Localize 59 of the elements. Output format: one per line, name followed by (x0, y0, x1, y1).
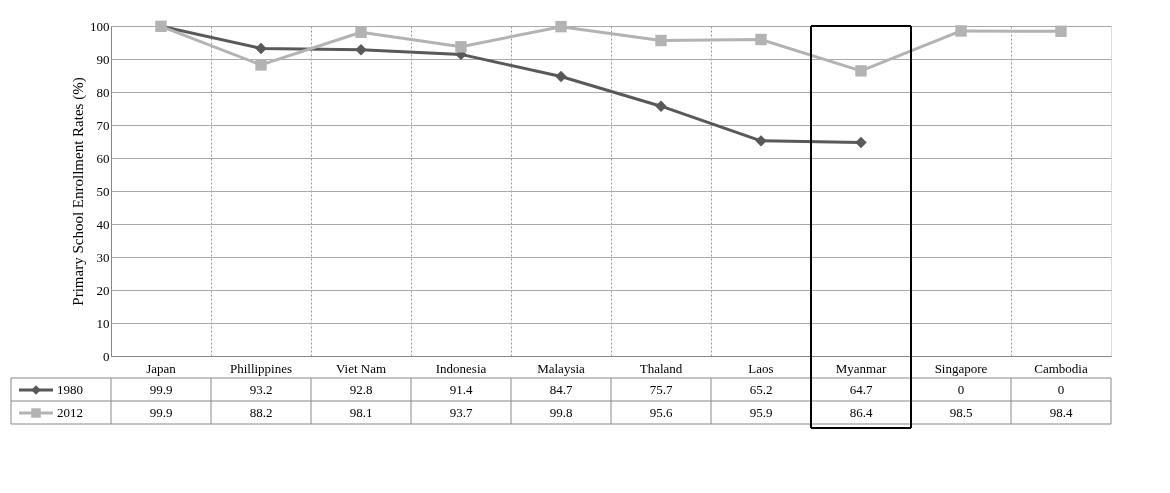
x-tick-label: Thaland (639, 360, 683, 376)
y-tick-label: 30 (96, 249, 110, 265)
data-label: 93.7 (449, 405, 473, 420)
point (755, 33, 767, 46)
data-label: 93.2 (249, 382, 273, 397)
point (855, 65, 867, 77)
point (455, 41, 467, 53)
data-label: 98.1 (349, 405, 373, 420)
x-tick-label: Myanmar (835, 360, 887, 376)
x-tick-label: Japan (146, 360, 177, 376)
point (255, 59, 267, 71)
data-label: 75.7 (649, 382, 673, 397)
y-tick-label: 50 (96, 183, 110, 199)
y-tick-label: 40 (96, 216, 110, 232)
data-label: 95.9 (749, 405, 773, 420)
legend-label: 1980 (57, 382, 83, 397)
data-label: 65.2 (749, 382, 773, 397)
data-label: 86.4 (849, 405, 873, 420)
x-tick-label: Laos (748, 360, 774, 376)
y-tick-label: 20 (96, 282, 110, 298)
point (355, 44, 367, 56)
point (555, 70, 567, 83)
data-label: 98.5 (949, 405, 973, 420)
y-tick-label: 100 (90, 18, 110, 34)
data-label: 98.4 (1049, 405, 1073, 420)
point (255, 42, 267, 55)
y-tick-label: 70 (96, 117, 110, 133)
point (755, 135, 767, 147)
point (655, 34, 667, 47)
data-label: 91.4 (449, 382, 473, 397)
x-tick-label: Malaysia (537, 360, 586, 376)
y-tick-label: 0 (103, 348, 110, 364)
data-label: 88.2 (249, 405, 273, 420)
data-label: 99.9 (149, 405, 173, 420)
y-tick-label: 80 (96, 84, 110, 100)
point (1055, 25, 1067, 37)
y-tick-label: 60 (96, 150, 110, 166)
data-label: 95.6 (649, 405, 673, 420)
point (855, 136, 867, 149)
data-label: 92.8 (349, 382, 373, 397)
data-label: 64.7 (849, 382, 873, 397)
text: 0 (1057, 382, 1065, 397)
y-tick-label: 10 (96, 315, 110, 331)
data-label: 99.9 (149, 382, 173, 397)
x-tick-label: Phillippines (229, 360, 293, 376)
x-tick-label: Indonesia (435, 360, 487, 376)
point (655, 100, 667, 112)
data-label: 84.7 (549, 382, 573, 397)
point (555, 20, 567, 33)
point (355, 26, 367, 38)
y-axis-title: Primary School Enrollment Rates (%) (70, 77, 87, 306)
legend-label: 2012 (57, 405, 83, 420)
x-tick-label: Singapore (934, 360, 988, 376)
point (955, 25, 967, 37)
x-tick-label: Cambodia (1034, 360, 1088, 376)
y-tick-label: 90 (96, 51, 110, 67)
x-tick-label: Viet Nam (335, 360, 387, 376)
text: 0 (957, 382, 965, 397)
data-label: 99.8 (549, 405, 573, 420)
